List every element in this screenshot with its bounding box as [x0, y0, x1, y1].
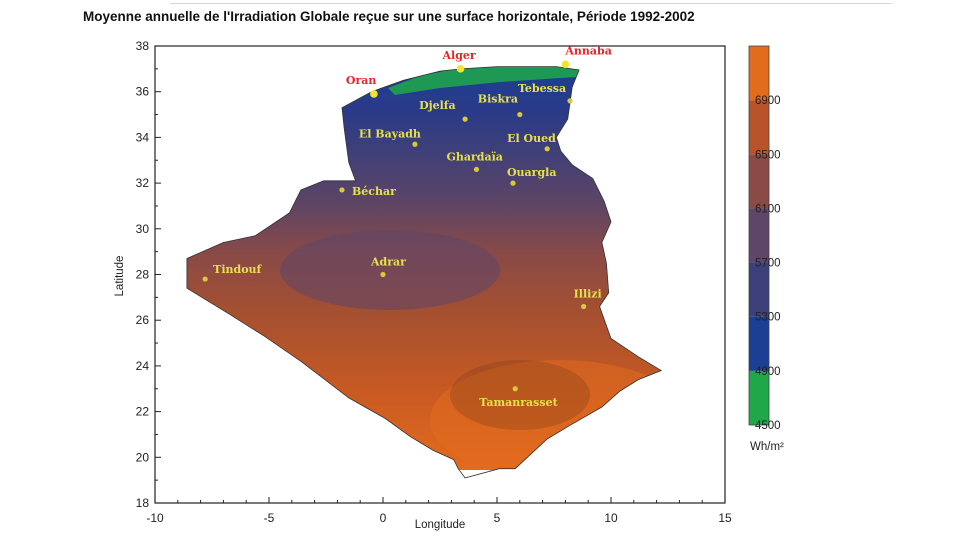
city-marker [339, 187, 345, 193]
y-tick-label: 24 [136, 359, 150, 373]
city-marker [370, 90, 378, 98]
city-label: Béchar [352, 185, 396, 198]
coastal-green-strip [388, 66, 610, 95]
legend-label: 5700 [755, 258, 781, 270]
y-tick-label: 36 [136, 85, 150, 99]
legend-label: 4900 [755, 366, 781, 378]
city-label: Djelfa [419, 99, 456, 112]
hoggar-relief [450, 360, 590, 430]
city-marker [581, 303, 587, 310]
x-axis-label: Longitude [415, 519, 466, 531]
x-tick-label: -10 [146, 511, 164, 525]
legend-frame [748, 45, 770, 426]
legend-label: 6100 [755, 203, 781, 215]
y-tick-label: 30 [136, 222, 150, 236]
city-marker [473, 166, 480, 172]
y-tick-label: 20 [136, 450, 150, 464]
legend-swatch [749, 208, 769, 263]
city-marker [561, 60, 570, 69]
x-tick-label: 0 [380, 511, 387, 525]
city-label: Ouargla [507, 166, 556, 179]
city-marker [567, 98, 573, 104]
city-marker [462, 116, 468, 122]
y-tick-label: 28 [136, 268, 150, 282]
y-tick-label: 34 [136, 130, 150, 144]
color-legend: 4500 4900 5300 5700 6100 6500 6900 [748, 45, 781, 432]
legend-swatch [749, 316, 769, 371]
city-label: El Bayadh [359, 127, 421, 140]
legend-label: 6500 [755, 149, 781, 161]
y-tick-label: 38 [136, 39, 150, 53]
top-rule [170, 3, 892, 4]
y-tick-label: 26 [136, 313, 150, 327]
country-border [186, 66, 663, 479]
city-marker [512, 386, 518, 392]
legend-label: 5300 [755, 312, 781, 324]
legend-unit: Wh/m² [750, 441, 784, 453]
y-tick-label: 22 [136, 405, 150, 419]
map-title: Moyenne annuelle de l'Irradiation Global… [83, 9, 695, 24]
x-tick-label: -5 [264, 511, 275, 525]
legend-label: 4500 [755, 420, 781, 432]
y-tick-label: 32 [136, 176, 150, 190]
city-label: Biskra [478, 93, 518, 106]
city-marker [380, 271, 386, 278]
x-tick-label: 15 [718, 511, 732, 525]
city-label: Oran [346, 74, 377, 87]
city-label: Illizi [574, 287, 602, 300]
city-marker [412, 141, 418, 147]
axis-layer: -10 -5 0 5 10 15 18 20 22 24 26 28 30 32 34 36 38 [136, 39, 732, 525]
city-marker [510, 180, 516, 186]
y-axis-label: Latitude [114, 256, 126, 297]
legend-label: 6900 [755, 95, 781, 107]
city-label: Tindouf [213, 263, 262, 276]
city-label: Annaba [564, 44, 611, 57]
legend-swatch [749, 262, 769, 317]
adrar-low-zone [280, 230, 500, 310]
y-tick-label: 18 [136, 496, 150, 510]
x-tick-label: 10 [604, 511, 618, 525]
city-label: Tamanrasset [479, 396, 558, 409]
city-label: Ghardaïa [446, 150, 502, 163]
legend-swatch [749, 154, 769, 209]
city-label: El Oued [507, 132, 556, 145]
city-label: Alger [442, 49, 476, 62]
legend-swatch [749, 46, 769, 101]
x-tick-label: 5 [494, 511, 501, 525]
city-label: Tebessa [518, 82, 566, 95]
city-marker [456, 65, 465, 73]
city-marker [544, 146, 550, 152]
city-marker [517, 111, 523, 118]
legend-swatch [749, 100, 769, 155]
legend-swatch [749, 370, 769, 425]
city-label: Adrar [370, 256, 406, 269]
city-marker [202, 276, 208, 282]
